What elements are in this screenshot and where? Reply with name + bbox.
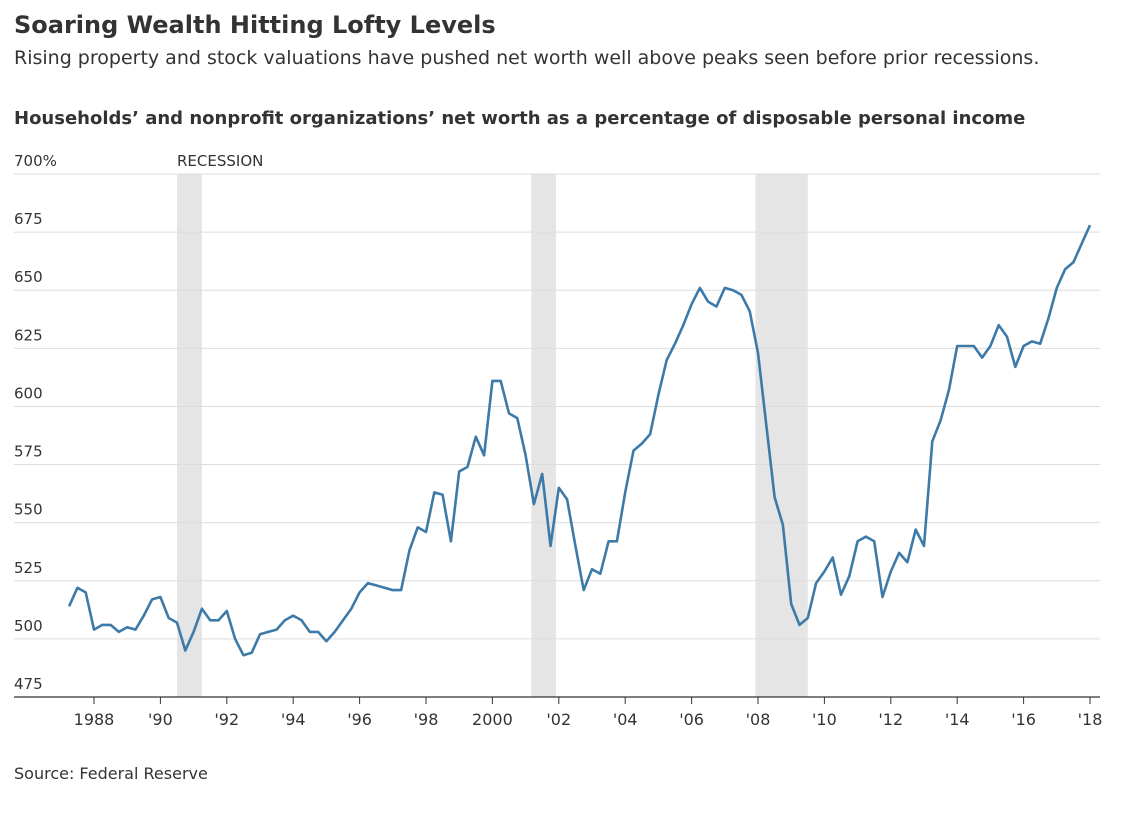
x-tick-label: '14 <box>945 710 970 729</box>
data-line <box>67 224 1092 657</box>
recession-label: RECESSION <box>177 152 263 170</box>
y-tick-label: 475 <box>14 675 43 693</box>
x-tick-label: '04 <box>613 710 638 729</box>
y-tick-label: 625 <box>14 326 43 344</box>
subtitle: Rising property and stock valuations hav… <box>14 47 1039 69</box>
y-tick-label: 675 <box>14 210 43 228</box>
x-tick-label: '98 <box>414 710 439 729</box>
x-tick-label: '92 <box>214 710 239 729</box>
y-tick-label: 700% <box>14 152 57 170</box>
recession-band <box>531 174 557 697</box>
x-tick-label: '18 <box>1078 710 1103 729</box>
x-tick-label: '94 <box>281 710 306 729</box>
x-tick-label: '06 <box>679 710 704 729</box>
y-tick-label: 575 <box>14 443 43 461</box>
y-tick-label: 525 <box>14 559 43 577</box>
y-tick-label: 600 <box>14 384 43 402</box>
y-tick-label: 650 <box>14 268 43 286</box>
recession-band <box>755 174 808 697</box>
x-tick-label: '10 <box>812 710 837 729</box>
x-tick-label: '16 <box>1011 710 1036 729</box>
chart-title: Households’ and nonprofit organizations’… <box>14 108 1025 129</box>
y-tick-label: 500 <box>14 617 43 635</box>
recession-band <box>177 174 202 697</box>
title: Soaring Wealth Hitting Lofty Levels <box>14 11 496 39</box>
y-tick-label: 550 <box>14 501 43 519</box>
x-tick-label: 2000 <box>472 710 513 729</box>
x-tick-label: '12 <box>878 710 903 729</box>
source: Source: Federal Reserve <box>14 764 208 783</box>
x-tick-label: '96 <box>347 710 372 729</box>
x-tick-label: '02 <box>546 710 571 729</box>
x-tick-label: 1988 <box>74 710 115 729</box>
x-tick-label: '90 <box>148 710 173 729</box>
x-tick-label: '08 <box>746 710 771 729</box>
